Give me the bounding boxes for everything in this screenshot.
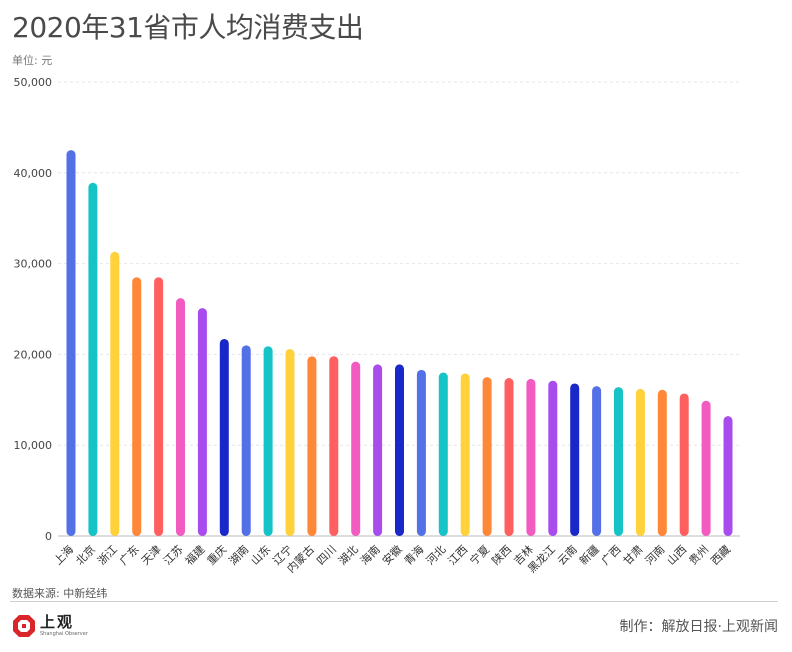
x-tick-label: 上海 <box>51 542 76 567</box>
bars <box>66 150 733 536</box>
bar <box>241 345 251 536</box>
bar <box>701 400 711 536</box>
bar <box>329 356 339 536</box>
bar <box>460 373 470 536</box>
bar <box>176 298 185 536</box>
bar <box>351 361 361 536</box>
logo-mark-icon <box>12 614 36 638</box>
bar <box>570 383 580 536</box>
y-tick-label: 40,000 <box>14 167 53 180</box>
bar <box>416 369 426 536</box>
bar <box>373 364 383 536</box>
x-tick-label: 甘肃 <box>621 543 646 568</box>
bar <box>197 308 207 536</box>
x-tick-label: 广西 <box>599 543 624 568</box>
bar <box>657 389 667 536</box>
unit-label: 单位: 元 <box>12 54 53 67</box>
x-tick-label: 贵州 <box>686 543 711 568</box>
x-tick-label: 安徽 <box>379 542 404 567</box>
bar <box>482 377 492 536</box>
x-tick-label: 福建 <box>182 542 207 567</box>
logo-subtext: Shanghai Observer <box>40 631 88 637</box>
x-tick-label: 海南 <box>357 542 382 567</box>
bar <box>154 277 164 536</box>
bar <box>635 388 645 536</box>
bar <box>88 182 98 536</box>
x-tick-label: 江苏 <box>161 543 186 568</box>
bar <box>592 386 602 536</box>
y-axis: 0 10,000 20,000 30,000 40,000 50,000 <box>14 76 53 543</box>
logo-text: 上观 <box>40 613 75 631</box>
x-tick-label: 西藏 <box>708 543 733 568</box>
x-tick-label: 宁夏 <box>467 542 492 567</box>
data-source: 数据来源: 中新经纬 <box>12 587 108 600</box>
y-tick-label: 20,000 <box>14 348 53 361</box>
x-tick-label: 陕西 <box>489 542 514 567</box>
x-tick-label: 广东 <box>117 543 142 568</box>
x-tick-label: 北京 <box>73 542 98 567</box>
x-tick-label: 河南 <box>643 543 668 568</box>
x-tick-label: 青海 <box>401 542 426 567</box>
bar <box>307 356 317 536</box>
y-tick-label: 50,000 <box>14 76 53 89</box>
x-tick-label: 天津 <box>139 543 164 568</box>
bar <box>614 387 623 536</box>
bar <box>548 380 558 536</box>
credit-line: 制作：解放日报·上观新闻 <box>619 619 778 635</box>
bar-chart: 0 10,000 20,000 30,000 40,000 50,000 上海北京浙江广东… <box>14 76 740 575</box>
bar <box>395 364 404 536</box>
x-tick-label: 河北 <box>424 543 449 568</box>
bar <box>263 346 273 536</box>
x-tick-label: 四川 <box>314 543 339 568</box>
bar <box>285 348 295 536</box>
bar <box>219 338 229 536</box>
bar <box>504 378 514 536</box>
y-tick-label: 30,000 <box>14 258 53 271</box>
bar <box>723 416 733 536</box>
x-tick-label: 湖北 <box>336 543 361 568</box>
page-title: 2020年31省市人均消费支出 <box>12 11 364 44</box>
x-tick-label: 新疆 <box>576 542 601 567</box>
bar <box>132 277 142 536</box>
x-tick-label: 湖南 <box>227 543 252 568</box>
bar <box>526 378 536 536</box>
bar <box>110 251 120 536</box>
footer-divider <box>10 601 778 602</box>
x-tick-label: 山东 <box>248 543 273 568</box>
bar <box>679 393 689 536</box>
bar <box>438 372 448 536</box>
x-tick-label: 重庆 <box>204 542 229 567</box>
x-tick-label: 云南 <box>555 543 580 568</box>
x-tick-label: 浙江 <box>95 543 120 568</box>
x-tick-label: 江西 <box>446 543 471 568</box>
x-axis-labels: 上海北京浙江广东天津江苏福建重庆湖南山东辽宁内蒙古四川湖北海南安徽青海河北江西宁… <box>51 542 733 575</box>
grid-lines <box>58 81 740 537</box>
bar <box>66 150 76 536</box>
x-tick-label: 山西 <box>665 543 690 568</box>
logo: 上观 Shanghai Observer <box>12 612 88 640</box>
y-tick-label: 0 <box>45 530 52 543</box>
y-tick-label: 10,000 <box>14 439 53 452</box>
